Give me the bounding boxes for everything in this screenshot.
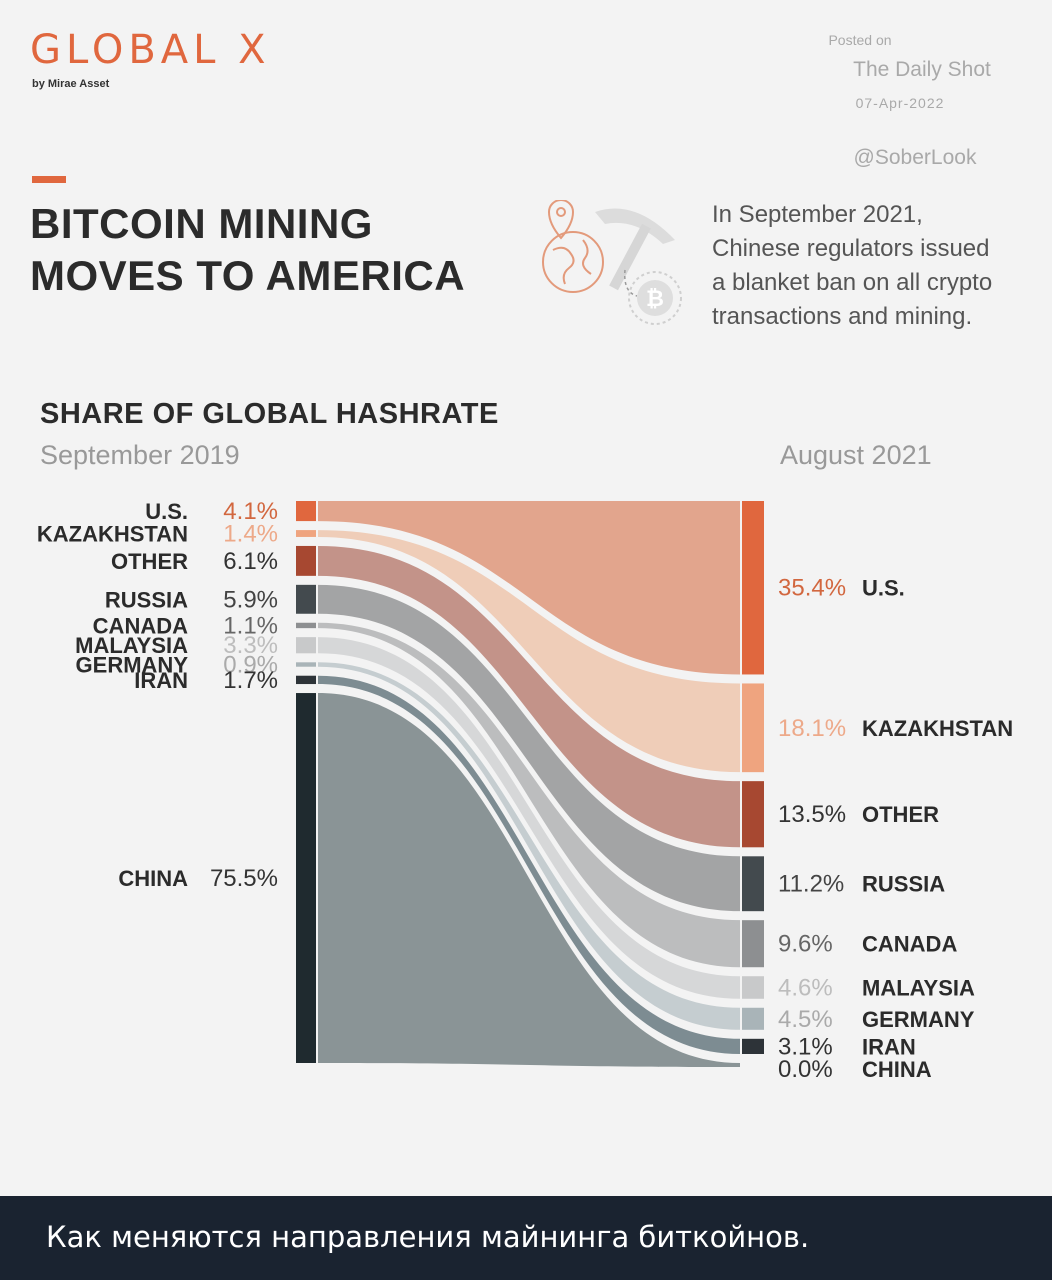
flow-kazakhstan: [318, 530, 740, 773]
left-bar-germany: [296, 662, 316, 667]
left-value-canada: 1.1%: [223, 612, 278, 639]
left-value-malaysia: 3.3%: [223, 632, 278, 659]
flow-malaysia: [318, 637, 740, 999]
right-value-russia: 11.2%: [778, 871, 844, 898]
bar-layer: [296, 501, 764, 1063]
hashrate-sankey-chart: U.S. 4.1%35.4% U.S.KAZAKHSTAN 1.4%18.1% KAZA…: [37, 498, 1013, 1083]
left-value-russia: 5.9%: [223, 586, 278, 613]
right-bar-germany: [742, 1007, 764, 1030]
title-line-1: BITCOIN MINING: [30, 200, 373, 247]
left-value-iran: 1.7%: [223, 667, 278, 694]
left-value-other: 6.1%: [223, 548, 278, 575]
svg-text:₿: ₿: [646, 287, 664, 312]
flow-u-s: [318, 501, 740, 675]
left-bar-iran: [296, 675, 316, 685]
page-title: BITCOIN MINING MOVES TO AMERICA: [30, 198, 465, 302]
right-label-other: OTHER: [862, 802, 939, 827]
left-bar-other: [296, 545, 316, 576]
left-label-russia: RUSSIA: [105, 587, 188, 612]
intro-line: a blanket ban on all crypto: [712, 269, 993, 296]
bitcoin-icon: ₿: [628, 271, 682, 325]
right-bar-kazakhstan: [742, 683, 764, 773]
left-bar-kazakhstan: [296, 530, 316, 537]
posted-handle: @SoberLook: [853, 146, 977, 169]
intro-text: In September 2021, Chinese regulators is…: [712, 198, 1032, 334]
posted-date: 07-Apr-2022: [855, 95, 945, 111]
right-label-germany: GERMANY: [862, 1007, 975, 1032]
left-label-kazakhstan: KAZAKHSTAN: [37, 522, 188, 547]
flow-iran: [318, 675, 740, 1054]
left-label-iran: IRAN: [134, 668, 188, 693]
right-bar-other: [742, 781, 764, 848]
left-label-u-s: U.S.: [145, 499, 188, 524]
flow-germany: [318, 662, 740, 1030]
right-label-kazakhstan: KAZAKHSTAN: [862, 716, 1013, 741]
caption-text: Как меняются направления майнинга биткой…: [46, 1220, 810, 1254]
right-value-canada: 9.6%: [778, 931, 833, 958]
right-bar-iran: [742, 1038, 764, 1054]
label-layer: U.S. 4.1%35.4% U.S.KAZAKHSTAN 1.4%18.1% KAZA…: [37, 498, 1013, 1083]
right-label-malaysia: MALAYSIA: [862, 975, 975, 1000]
right-bar-malaysia: [742, 976, 764, 999]
left-label-malaysia: MALAYSIA: [75, 633, 188, 658]
right-value-germany: 4.5%: [778, 1006, 833, 1033]
flow-russia: [318, 584, 740, 912]
flow-china: [318, 693, 740, 1067]
period-left: September 2019: [40, 440, 240, 470]
caption-bar: Как меняются направления майнинга биткой…: [0, 1196, 1052, 1280]
left-value-kazakhstan: 1.4%: [223, 521, 278, 548]
right-value-u-s: 35.4%: [778, 575, 846, 602]
right-value-other: 13.5%: [778, 801, 846, 828]
right-bar-russia: [742, 856, 764, 912]
title-line-2: MOVES TO AMERICA: [30, 252, 466, 299]
posted-source: The Daily Shot: [853, 58, 991, 81]
brand-logo: GLOBAL X: [30, 27, 271, 73]
right-value-china: 0.0%: [778, 1056, 833, 1083]
intro-line: transactions and mining.: [712, 303, 973, 330]
left-label-china: CHINA: [118, 866, 188, 891]
right-value-malaysia: 4.6%: [778, 974, 833, 1001]
right-label-iran: IRAN: [862, 1034, 916, 1059]
left-label-germany: GERMANY: [76, 653, 189, 678]
left-value-u-s: 4.1%: [223, 498, 278, 525]
right-label-canada: CANADA: [862, 932, 957, 957]
left-bar-u-s: [296, 501, 316, 522]
left-label-canada: CANADA: [93, 613, 188, 638]
globe-pin-icon: [542, 200, 604, 293]
left-bar-china: [296, 693, 316, 1063]
left-value-germany: 0.9%: [223, 652, 278, 679]
right-bar-u-s: [742, 501, 764, 675]
intro-line: In September 2021,: [712, 201, 923, 228]
period-right: August 2021: [780, 440, 932, 470]
left-bar-russia: [296, 584, 316, 614]
posted-on-label: Posted on: [828, 32, 892, 48]
intro-line: Chinese regulators issued: [712, 235, 990, 262]
right-label-russia: RUSSIA: [862, 872, 945, 897]
accent-bar: [32, 176, 66, 183]
left-bar-canada: [296, 622, 316, 629]
right-label-china: CHINA: [862, 1057, 932, 1082]
left-value-china: 75.5%: [210, 865, 278, 892]
left-bar-malaysia: [296, 637, 316, 654]
flow-canada: [318, 622, 740, 968]
flow-layer: [318, 501, 740, 1067]
flow-other: [318, 545, 740, 848]
right-value-iran: 3.1%: [778, 1033, 833, 1060]
left-label-other: OTHER: [111, 549, 188, 574]
infographic-card: GLOBAL X by Mirae Asset Posted on The Da…: [30, 27, 1032, 1083]
mining-illustration: ₿: [542, 200, 682, 325]
right-label-u-s: U.S.: [862, 576, 905, 601]
right-bar-canada: [742, 920, 764, 968]
chart-title: SHARE OF GLOBAL HASHRATE: [40, 398, 499, 430]
pickaxe-icon: [595, 208, 675, 291]
right-value-kazakhstan: 18.1%: [778, 715, 846, 742]
brand-subtitle: by Mirae Asset: [32, 78, 110, 90]
